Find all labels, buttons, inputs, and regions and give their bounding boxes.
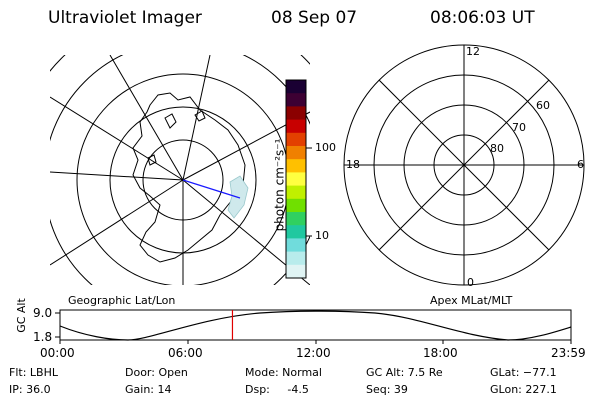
colorbar-cell: [286, 119, 306, 134]
date-label: 08 Sep 07: [271, 8, 358, 28]
mlt-label-6: 6: [577, 158, 584, 171]
filter-status: Flt: LBHL: [9, 366, 58, 379]
timeline-xtick-0000: 00:00: [40, 346, 75, 360]
colorbar-cell: [286, 93, 306, 107]
seq-status: Seq: 39: [366, 383, 408, 396]
colorbar-cell: [286, 212, 306, 226]
timeline-y-label: GC Alt: [14, 298, 28, 333]
colorbar-cell: [286, 80, 306, 94]
glat-status: GLat: −77.1: [490, 366, 557, 379]
lat-label-80: 80: [490, 142, 504, 155]
colorbar-tick-100: 100: [315, 141, 336, 154]
mode-status: Mode: Normal: [245, 366, 322, 379]
dsp-status: Dsp: -4.5: [245, 383, 309, 396]
ip-status: IP: 36.0: [9, 383, 51, 396]
colorbar-tick-10: 10: [315, 229, 329, 242]
colorbar-cell: [286, 106, 306, 121]
magnetic-panel-label: Apex MLat/MLT: [430, 294, 513, 307]
timeline-xtick-1200: 12:00: [296, 346, 331, 360]
colorbar-cell: [286, 159, 306, 173]
timeline-xtick-0600: 06:00: [168, 346, 203, 360]
colorbar-cell: [286, 185, 306, 200]
colorbar-cell: [286, 132, 306, 147]
gc-alt-status: GC Alt: 7.5 Re: [366, 366, 443, 379]
timeline-ytick-9: 9.0: [33, 306, 53, 320]
time-label: 08:06:03 UT: [430, 8, 535, 28]
colorbar-cell: [286, 198, 306, 213]
lat-label-70: 70: [512, 121, 526, 134]
geographic-panel-label: Geographic Lat/Lon: [68, 294, 176, 307]
timeline-xtick-2359: 23:59: [551, 346, 586, 360]
colorbar-cell: [286, 238, 306, 253]
mlt-label-18: 18: [346, 158, 360, 171]
timeline-xtick-1800: 18:00: [423, 346, 458, 360]
colorbar-cell: [286, 251, 306, 266]
colorbar-cell: [286, 225, 306, 239]
gain-status: Gain: 14: [125, 383, 172, 396]
colorbar-cell: [286, 146, 306, 160]
instrument-title: Ultraviolet Imager: [48, 8, 202, 28]
glon-status: GLon: 227.1: [490, 383, 557, 396]
lat-label-60: 60: [536, 99, 550, 112]
colorbar-cell: [286, 264, 306, 279]
mlt-label-12: 12: [466, 45, 480, 58]
colorbar-cell: [286, 172, 306, 187]
timeline-ytick-1-8: 1.8: [33, 330, 53, 344]
mlt-label-0: 0: [467, 276, 474, 289]
door-status: Door: Open: [125, 366, 188, 379]
